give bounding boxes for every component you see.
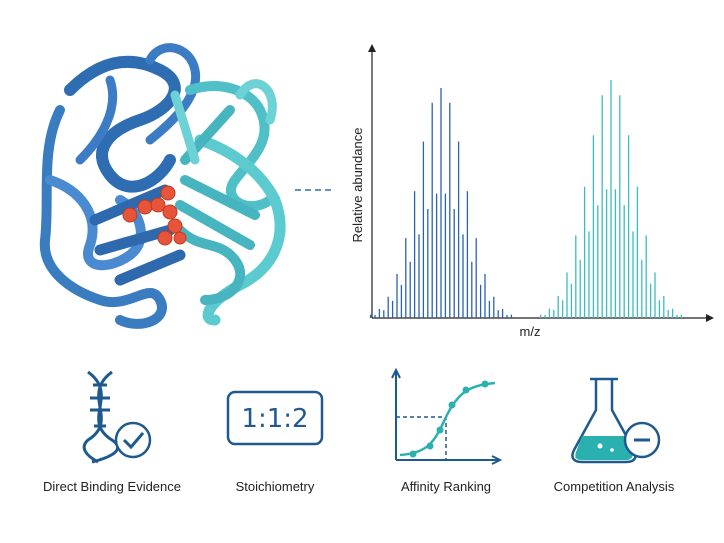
arrow — [368, 44, 376, 52]
feature-label: Stoichiometry — [236, 479, 315, 494]
ribbon — [194, 134, 286, 326]
x-axis-label: m/z — [520, 324, 541, 339]
ribbon — [64, 55, 181, 193]
strand — [175, 105, 260, 305]
ribbon — [75, 43, 201, 165]
ratio-box — [226, 390, 324, 446]
bubble — [597, 443, 603, 449]
y-axis-label: Relative abundance — [350, 128, 365, 243]
check-circle — [114, 421, 152, 459]
point — [481, 380, 489, 388]
ribbon — [170, 79, 277, 165]
atom — [122, 207, 138, 223]
point — [462, 386, 470, 394]
point — [426, 442, 434, 450]
feature-label: Direct Binding Evidence — [43, 479, 181, 494]
point — [448, 401, 456, 409]
strand — [89, 184, 186, 286]
mass-spectrum: Relative abundance m/z — [350, 44, 714, 339]
atom — [157, 230, 173, 246]
protein-structure — [39, 43, 286, 329]
check — [122, 432, 145, 450]
arrow — [706, 314, 714, 322]
atom — [160, 185, 176, 201]
dna-icon — [82, 370, 152, 464]
flask-icon — [571, 377, 661, 464]
ratio-text: 1:1:2 — [241, 404, 308, 434]
ribbon — [39, 105, 167, 329]
ribbon — [45, 175, 146, 271]
affinity-icon — [391, 367, 503, 465]
curve — [399, 381, 496, 457]
point — [409, 450, 417, 458]
ligand — [122, 185, 187, 246]
points — [409, 380, 489, 458]
ratio-icon: 1:1:2 — [226, 390, 324, 446]
bubble — [610, 448, 614, 452]
atom — [150, 197, 166, 213]
feature-label: Affinity Ranking — [401, 479, 491, 494]
atom — [167, 218, 183, 234]
rungs — [90, 383, 110, 428]
atom — [162, 204, 178, 220]
atom — [173, 231, 187, 245]
feature-label: Competition Analysis — [554, 479, 675, 494]
atom — [137, 199, 153, 215]
point — [436, 426, 444, 434]
strand — [82, 370, 113, 464]
liquid — [575, 436, 633, 460]
arrows — [391, 367, 503, 465]
